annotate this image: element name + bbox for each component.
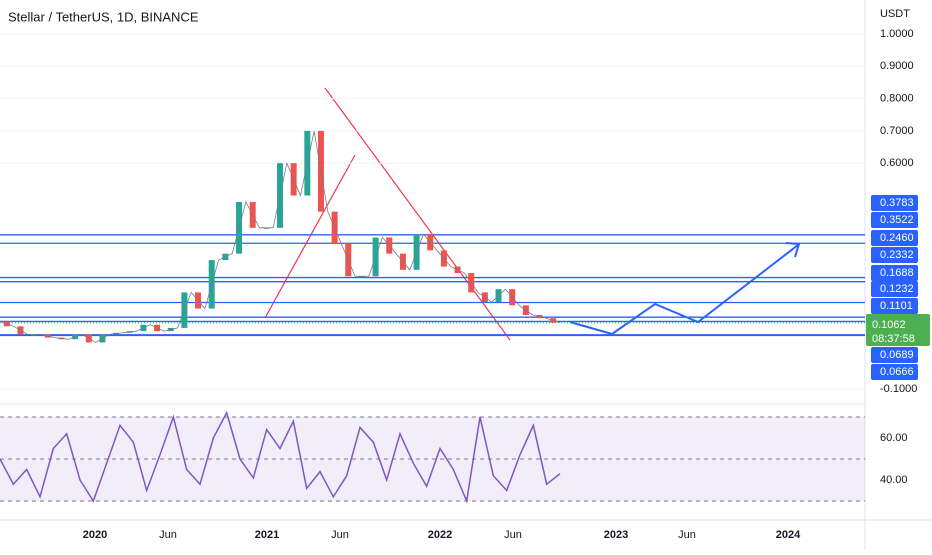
price-tick-label: 0.6000 <box>880 157 914 169</box>
time-label: 2022 <box>428 529 452 541</box>
level-tag-label: 0.0666 <box>880 366 914 378</box>
rsi-tick-label: 60.00 <box>880 432 908 444</box>
price-tick-label: 0.8000 <box>880 93 914 105</box>
countdown: 08:37:58 <box>872 333 915 345</box>
current-tag <box>866 314 930 346</box>
level-tag-label: 0.2460 <box>880 232 914 244</box>
rsi-line <box>0 410 561 504</box>
level-tag <box>871 247 918 263</box>
price-tick-label: 1.0000 <box>880 28 914 40</box>
candle <box>31 334 38 336</box>
time-label: 2023 <box>604 529 628 541</box>
level-tag <box>871 364 918 380</box>
level-tag <box>871 195 918 211</box>
time-label: Jun <box>678 529 696 541</box>
time-label: 2020 <box>83 529 107 541</box>
symbol-title: Stellar / TetherUS, 1D, BINANCE <box>8 9 199 24</box>
time-label: Jun <box>504 529 522 541</box>
level-tag-label: 0.1101 <box>880 300 913 312</box>
trendline <box>324 87 511 341</box>
price-unit: USDT <box>880 8 910 20</box>
level-tag <box>871 281 918 297</box>
level-tag-label: 0.2332 <box>880 249 914 261</box>
candle <box>358 276 365 278</box>
price-tick-label: 0.9000 <box>880 60 914 72</box>
level-tag-label: 0.1232 <box>880 283 914 295</box>
level-tag <box>871 265 918 281</box>
level-tag-label: 0.3522 <box>880 214 914 226</box>
drawings <box>264 87 801 341</box>
rsi-tick-label: 40.00 <box>880 474 908 486</box>
level-tag-label: 0.1688 <box>880 267 914 279</box>
time-label: Jun <box>159 529 177 541</box>
projection-path <box>569 244 799 336</box>
price-tick-label: -0.1000 <box>880 383 917 395</box>
time-label: 2021 <box>255 529 279 541</box>
level-tag <box>871 212 918 228</box>
level-tag-label: 0.0689 <box>880 349 914 361</box>
time-label: 2024 <box>776 529 801 541</box>
level-tag <box>871 230 918 246</box>
level-tag-label: 0.3783 <box>880 197 914 209</box>
price-line <box>0 130 561 343</box>
price-tick-label: 0.7000 <box>880 125 914 137</box>
trendline <box>264 154 356 319</box>
level-tag <box>871 347 918 363</box>
level-tag <box>871 298 918 314</box>
candle <box>263 227 270 229</box>
time-label: Jun <box>331 529 349 541</box>
current-price: 0.1062 <box>872 319 906 331</box>
